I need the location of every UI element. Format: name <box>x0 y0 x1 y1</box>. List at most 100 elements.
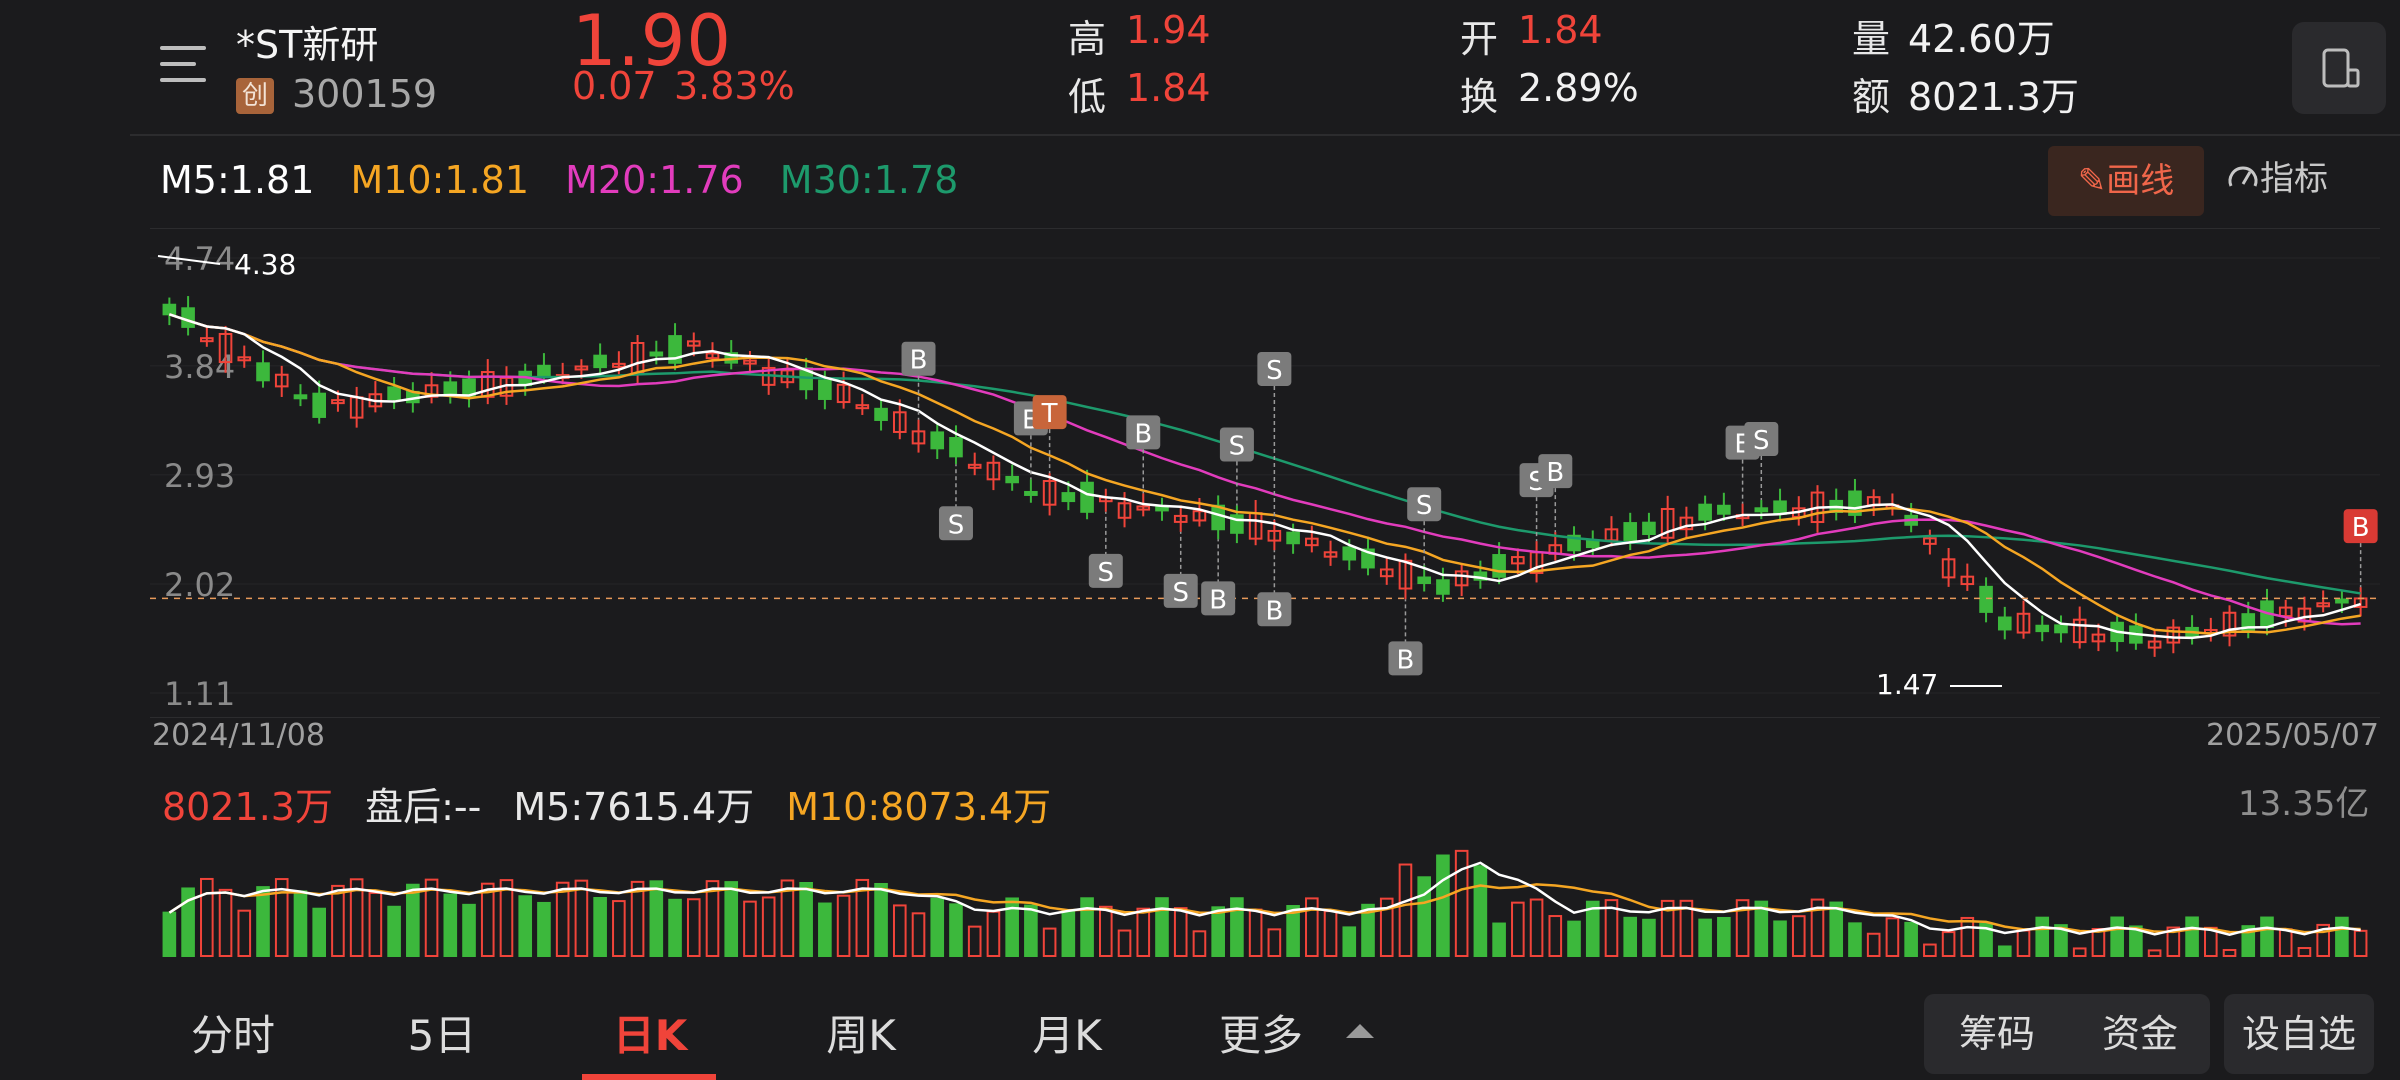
candle-body <box>1342 546 1357 561</box>
candle <box>293 384 308 407</box>
candle <box>911 419 926 453</box>
candle-body <box>986 461 1001 481</box>
tab-weekly-k[interactable]: 周K <box>826 1011 896 1060</box>
volume-bar <box>424 878 439 957</box>
end-date: 2025/05/07 <box>2206 718 2379 753</box>
indicator-button[interactable]: 指标 <box>2226 148 2328 210</box>
candle-body <box>443 381 458 395</box>
volume-bar <box>2091 927 2106 957</box>
volume-bar <box>1923 943 1937 957</box>
volume-bar <box>593 896 607 957</box>
volume-chart[interactable] <box>150 820 2380 962</box>
tab-intraday[interactable]: 分时 <box>190 1011 275 1060</box>
candle-body <box>293 394 308 400</box>
ma5-line <box>168 313 2362 640</box>
candle-body <box>1323 551 1338 558</box>
trade-marker: B <box>901 341 936 420</box>
volume-bar <box>162 911 177 957</box>
trade-marker-label: T <box>1041 399 1058 429</box>
tab-monthly-k[interactable]: 月K <box>1032 1011 1102 1060</box>
candle <box>2316 590 2330 613</box>
volume-bar <box>2335 916 2349 957</box>
volume-bar <box>1979 922 1993 957</box>
landscape-toggle-button[interactable] <box>2292 22 2386 114</box>
volume-legend: 8021.3万 盘后:-- M5:7615.4万 M10:8073.4万 <box>162 776 1071 831</box>
candle <box>1585 530 1600 557</box>
candle <box>836 371 851 409</box>
menu-icon[interactable] <box>160 42 212 88</box>
volume-bar <box>2185 916 2199 957</box>
volume-ma5-line <box>168 861 2361 936</box>
chips-button[interactable]: 筹码 <box>1924 994 2070 1074</box>
volume-bar <box>761 896 776 957</box>
candle-body <box>1960 575 1975 586</box>
volume-bar <box>1810 898 1825 958</box>
volume-bar <box>181 887 195 957</box>
volume-bar <box>312 907 327 958</box>
candle-body <box>331 399 345 405</box>
ma20-label: M20:1.76 <box>565 158 744 202</box>
volume-bar <box>480 882 495 957</box>
volume-bar <box>1997 945 2012 957</box>
low-value: 1.84 <box>1126 66 1211 110</box>
candle-body <box>1454 570 1469 587</box>
volume-bar <box>1417 876 1432 957</box>
candle <box>1042 473 1057 516</box>
volume-bar <box>237 909 252 957</box>
candle <box>1267 519 1282 551</box>
open-value: 1.84 <box>1518 8 1603 52</box>
candle <box>1679 506 1694 539</box>
trade-marker: B <box>2343 509 2378 588</box>
trade-marker-box <box>1032 395 1067 430</box>
candle <box>1361 536 1375 576</box>
volume-bar <box>1904 921 1918 957</box>
volume-bar <box>1230 897 1244 957</box>
y-tick-label: 2.93 <box>164 457 235 495</box>
volume-bar <box>612 900 626 957</box>
candle <box>1173 505 1188 532</box>
volume-bar <box>1735 899 1750 958</box>
trade-marker-box <box>1088 553 1123 588</box>
funds-button[interactable]: 资金 <box>2070 994 2210 1074</box>
tab-daily-k[interactable]: 日K <box>612 1011 688 1060</box>
indicator-label: 指标 <box>2260 159 2328 199</box>
candle-body <box>1754 507 1769 513</box>
trade-marker-box <box>2343 509 2378 544</box>
caret-up-icon[interactable] <box>1346 1024 1374 1038</box>
candle-body <box>686 340 701 347</box>
add-watchlist-button[interactable]: 设自选 <box>2224 994 2374 1074</box>
tab-more[interactable]: 更多 <box>1218 1011 1303 1060</box>
candle <box>1623 512 1638 551</box>
trade-marker: S <box>938 464 973 541</box>
candle-body <box>181 307 195 328</box>
trade-marker-label: S <box>1229 431 1246 461</box>
volume-bar <box>949 903 963 957</box>
trade-marker-box <box>938 506 973 541</box>
low-label: 低 <box>1068 75 1107 119</box>
candle <box>274 365 289 397</box>
volume-bar <box>1604 899 1619 957</box>
trade-marker: T <box>1032 395 1067 474</box>
volume-bar <box>799 882 813 957</box>
gauge-icon <box>2228 166 2258 187</box>
y-tick-label: 1.11 <box>164 675 235 713</box>
candle-body <box>2091 633 2106 643</box>
volume-bar <box>1754 900 1769 958</box>
candle <box>1454 563 1469 597</box>
candle <box>649 340 664 365</box>
high-marker-arrow <box>157 255 221 265</box>
candle-body <box>1117 502 1132 519</box>
candle-body <box>836 383 851 404</box>
candle <box>1305 525 1319 553</box>
candle <box>537 353 551 384</box>
ma20-line <box>168 313 2361 626</box>
volume-bar <box>2278 928 2293 958</box>
draw-line-button[interactable]: ✎画线 <box>2048 146 2204 216</box>
candle <box>1754 500 1769 520</box>
volume-bar <box>1248 908 1263 957</box>
tab-5day[interactable]: 5日 <box>407 1011 477 1060</box>
volume-bar <box>1773 920 1787 957</box>
volume-bar <box>462 903 476 957</box>
candle <box>1960 563 1975 591</box>
